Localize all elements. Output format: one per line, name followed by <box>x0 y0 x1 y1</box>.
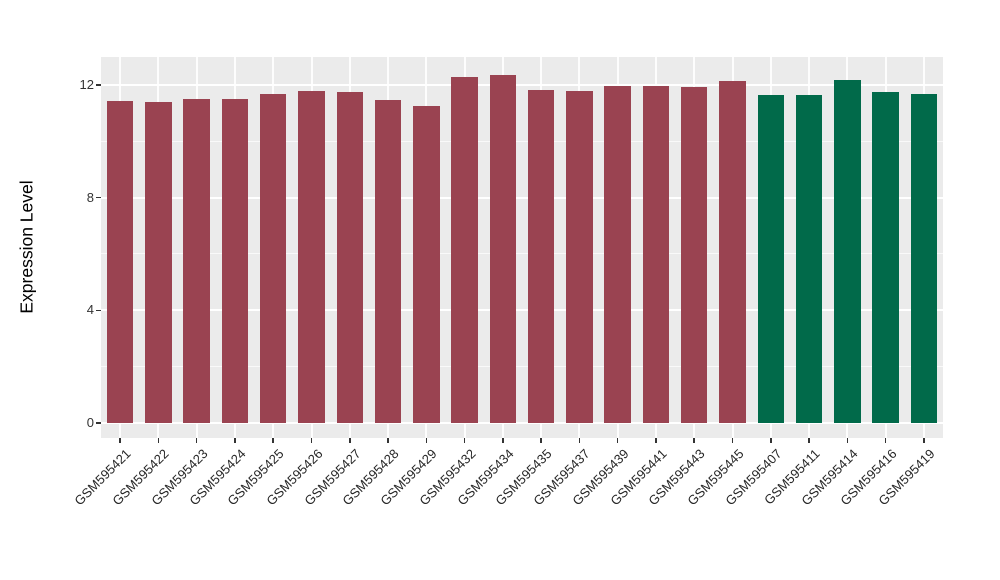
bar-GSM595437 <box>566 90 593 423</box>
bar-GSM595428 <box>374 100 402 423</box>
bar-GSM595423 <box>183 99 210 423</box>
bar-GSM595426 <box>298 91 325 423</box>
x-tick-mark-GSM595419 <box>923 438 925 443</box>
bar-GSM595445 <box>719 80 746 423</box>
x-tick-mark-GSM595441 <box>655 438 657 443</box>
y-tick-label-8: 8 <box>86 189 94 205</box>
bar-GSM595435 <box>527 90 555 423</box>
y-tick-mark-8 <box>96 196 101 199</box>
x-tick-mark-GSM595426 <box>310 438 313 443</box>
bar-GSM595407 <box>757 95 784 423</box>
x-tick-mark-GSM595416 <box>884 438 887 443</box>
x-tick-mark-GSM595422 <box>157 438 160 443</box>
bar-GSM595416 <box>872 92 899 423</box>
x-tick-mark-GSM595439 <box>616 438 619 443</box>
y-tick-label-12: 12 <box>79 76 94 92</box>
gridline-major-y12 <box>101 83 943 86</box>
x-tick-mark-GSM595425 <box>272 438 274 443</box>
x-tick-mark-GSM595437 <box>578 438 581 443</box>
bar-GSM595422 <box>145 101 172 423</box>
bar-GSM595419 <box>910 93 938 423</box>
bar-GSM595429 <box>413 105 440 423</box>
x-tick-mark-GSM595411 <box>808 438 810 443</box>
bar-GSM595441 <box>642 85 670 423</box>
y-tick-mark-0 <box>96 422 101 424</box>
x-tick-mark-GSM595434 <box>502 438 504 443</box>
x-tick-mark-GSM595424 <box>234 438 236 443</box>
gridline-minor-y2 <box>101 366 943 368</box>
bar-GSM595434 <box>489 74 517 423</box>
bar-GSM595421 <box>106 101 134 423</box>
y-tick-mark-12 <box>96 84 101 86</box>
x-tick-mark-GSM595423 <box>195 438 198 443</box>
y-tick-label-0: 0 <box>86 415 94 430</box>
gridline-major-y0 <box>101 422 943 424</box>
x-tick-mark-GSM595432 <box>463 438 466 443</box>
x-tick-mark-GSM595429 <box>425 438 428 443</box>
bar-GSM595414 <box>834 79 861 423</box>
x-tick-mark-GSM595445 <box>731 438 734 443</box>
y-tick-label-4: 4 <box>86 302 94 318</box>
x-tick-mark-GSM595443 <box>693 438 695 443</box>
bar-GSM595427 <box>336 92 363 423</box>
bar-GSM595439 <box>604 85 631 423</box>
plot-panel <box>101 57 943 438</box>
x-tick-mark-GSM595427 <box>349 438 351 443</box>
bar-GSM595425 <box>260 93 287 423</box>
gridline-minor-y6 <box>101 253 943 255</box>
gridline-minor-y10 <box>101 140 943 142</box>
gridline-major-y8 <box>101 196 943 199</box>
x-tick-mark-GSM595421 <box>119 438 121 443</box>
bar-GSM595443 <box>681 87 708 423</box>
gridline-major-y4 <box>101 309 943 312</box>
bar-GSM595424 <box>221 99 249 423</box>
y-tick-mark-4 <box>96 309 101 312</box>
bar-GSM595432 <box>451 77 478 423</box>
x-tick-mark-GSM595414 <box>846 438 849 443</box>
x-tick-mark-GSM595435 <box>540 438 542 443</box>
x-tick-mark-GSM595428 <box>387 438 389 443</box>
x-tick-mark-GSM595407 <box>770 438 772 443</box>
bar-GSM595411 <box>795 95 823 423</box>
